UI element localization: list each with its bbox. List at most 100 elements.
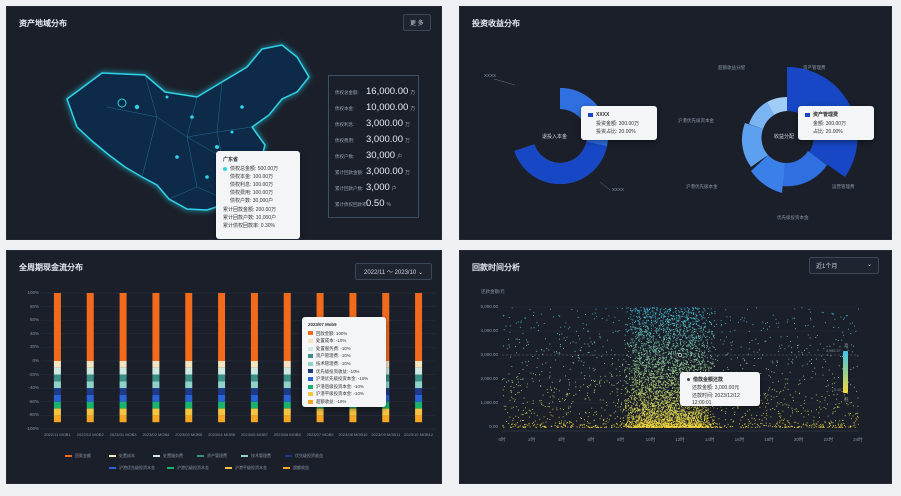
bar-segment[interactable] — [86, 388, 94, 395]
more-button[interactable]: 更 多 — [403, 14, 431, 31]
bar-segment[interactable] — [316, 408, 324, 416]
bar-segment[interactable] — [86, 361, 94, 368]
bar-segment[interactable] — [86, 293, 94, 361]
bar-segment[interactable] — [53, 361, 61, 368]
bar-segment[interactable] — [250, 395, 258, 402]
bar-segment[interactable] — [415, 374, 423, 382]
legend-item[interactable]: 处置服务费 — [153, 453, 183, 459]
bar-segment[interactable] — [185, 408, 193, 416]
bar-segment[interactable] — [86, 395, 94, 402]
bar-segment[interactable] — [283, 401, 291, 409]
bar-segment[interactable] — [415, 395, 423, 402]
bar-segment[interactable] — [218, 395, 226, 402]
bar-segment[interactable] — [382, 415, 390, 423]
bar-segment[interactable] — [119, 367, 127, 375]
bar-segment[interactable] — [218, 367, 226, 375]
bar-segment[interactable] — [250, 401, 258, 409]
bar-segment[interactable] — [415, 381, 423, 389]
bar-segment[interactable] — [283, 361, 291, 368]
bar-segment[interactable] — [250, 381, 258, 389]
bar-segment[interactable] — [53, 395, 61, 402]
bar-segment[interactable] — [283, 395, 291, 402]
bar-segment[interactable] — [185, 381, 193, 389]
bar-segment[interactable] — [185, 395, 193, 402]
bar-segment[interactable] — [218, 381, 226, 389]
legend-item[interactable]: 超额收益 — [283, 465, 309, 471]
bar-segment[interactable] — [185, 374, 193, 382]
bar-segment[interactable] — [86, 415, 94, 423]
bar-segment[interactable] — [250, 367, 258, 375]
bar-segment[interactable] — [152, 388, 160, 395]
bar-segment[interactable] — [119, 395, 127, 402]
bar-segment[interactable] — [53, 293, 61, 361]
bar-segment[interactable] — [250, 388, 258, 395]
bar-segment[interactable] — [86, 408, 94, 416]
bar-segment[interactable] — [250, 374, 258, 382]
bar-segment[interactable] — [119, 401, 127, 409]
legend-item[interactable]: 处置成本 — [109, 453, 135, 459]
bar-segment[interactable] — [152, 381, 160, 389]
repay-scatter-chart[interactable] — [460, 251, 892, 484]
right-donut-chart[interactable] — [715, 57, 875, 227]
bar-segment[interactable] — [349, 415, 357, 423]
bar-segment[interactable] — [415, 367, 423, 375]
bar-segment[interactable] — [185, 367, 193, 375]
legend-item[interactable]: 沪港后级投资本金 — [167, 465, 209, 471]
bar-segment[interactable] — [185, 415, 193, 423]
bar-segment[interactable] — [218, 293, 226, 361]
bar-segment[interactable] — [152, 395, 160, 402]
bar-segment[interactable] — [53, 408, 61, 416]
bar-segment[interactable] — [283, 367, 291, 375]
bar-segment[interactable] — [415, 415, 423, 423]
bar-segment[interactable] — [415, 408, 423, 416]
bar-segment[interactable] — [119, 388, 127, 395]
bar-segment[interactable] — [119, 408, 127, 416]
bar-segment[interactable] — [316, 415, 324, 423]
bar-segment[interactable] — [185, 293, 193, 361]
bar-segment[interactable] — [152, 367, 160, 375]
bar-segment[interactable] — [119, 381, 127, 389]
bar-segment[interactable] — [415, 401, 423, 409]
bar-segment[interactable] — [382, 408, 390, 416]
legend-item[interactable]: 沪港优先级投资本金 — [109, 465, 155, 471]
legend-item[interactable]: 回款金额 — [65, 453, 91, 459]
bar-segment[interactable] — [53, 374, 61, 382]
bar-segment[interactable] — [415, 361, 423, 368]
bar-segment[interactable] — [152, 408, 160, 416]
bar-segment[interactable] — [86, 374, 94, 382]
china-map[interactable] — [47, 37, 347, 237]
bar-segment[interactable] — [218, 408, 226, 416]
bar-segment[interactable] — [349, 408, 357, 416]
bar-segment[interactable] — [119, 415, 127, 423]
bar-segment[interactable] — [185, 361, 193, 368]
bar-segment[interactable] — [53, 415, 61, 423]
bar-segment[interactable] — [53, 401, 61, 409]
bar-segment[interactable] — [218, 388, 226, 395]
period-select[interactable]: 近1个月 ⌄ — [809, 257, 879, 274]
bar-segment[interactable] — [152, 401, 160, 409]
bar-segment[interactable] — [218, 361, 226, 368]
bar-segment[interactable] — [86, 367, 94, 375]
bar-segment[interactable] — [218, 374, 226, 382]
legend-item[interactable]: 技术管理费 — [241, 453, 271, 459]
legend-item[interactable]: 沪港平级投资本金 — [225, 465, 267, 471]
bar-segment[interactable] — [152, 374, 160, 382]
bar-segment[interactable] — [53, 367, 61, 375]
bar-segment[interactable] — [86, 401, 94, 409]
legend-item[interactable]: 优先级投资收益 — [285, 453, 323, 459]
legend-item[interactable]: 资产管理费 — [197, 453, 227, 459]
bar-segment[interactable] — [250, 361, 258, 368]
bar-segment[interactable] — [185, 401, 193, 409]
bar-segment[interactable] — [218, 401, 226, 409]
bar-segment[interactable] — [283, 293, 291, 361]
bar-segment[interactable] — [415, 388, 423, 395]
bar-segment[interactable] — [283, 388, 291, 395]
bar-segment[interactable] — [283, 415, 291, 423]
bar-segment[interactable] — [185, 388, 193, 395]
bar-segment[interactable] — [218, 415, 226, 423]
bar-segment[interactable] — [53, 388, 61, 395]
bar-segment[interactable] — [283, 408, 291, 416]
bar-segment[interactable] — [119, 361, 127, 368]
date-range-select[interactable]: 2022/11 ～ 2023/10 ⌄ — [355, 263, 432, 280]
bar-segment[interactable] — [119, 293, 127, 361]
